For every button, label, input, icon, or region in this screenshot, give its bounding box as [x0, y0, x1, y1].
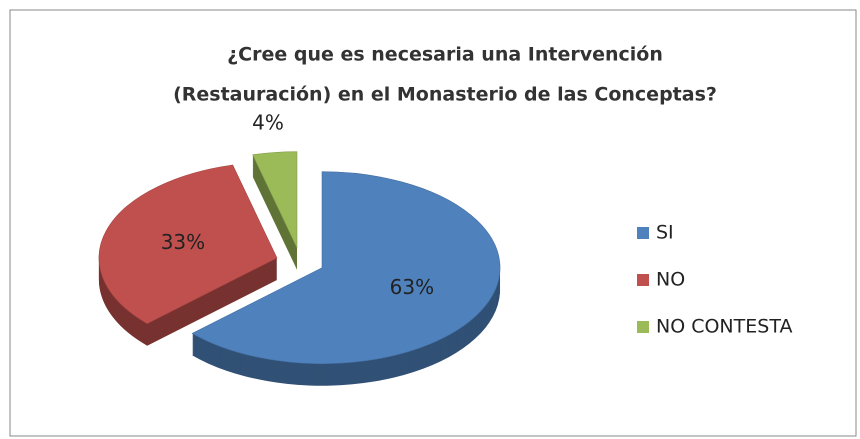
- legend-swatch: [637, 227, 649, 239]
- slice: [252, 151, 298, 248]
- data-label: 63%: [390, 275, 434, 299]
- slice: [191, 171, 501, 365]
- legend-swatch: [637, 274, 649, 286]
- legend-label: NO: [656, 269, 685, 291]
- legend-label: SI: [656, 222, 674, 244]
- legend-swatch: [637, 321, 649, 333]
- data-label: 33%: [161, 230, 205, 254]
- legend-label: NO CONTESTA: [656, 316, 792, 338]
- data-label: 4%: [252, 110, 284, 134]
- chart-title: ¿Cree que es necesaria una Intervención: [227, 44, 663, 66]
- chart-title: (Restauración) en el Monasterio de las C…: [173, 84, 717, 106]
- slice: [98, 164, 278, 325]
